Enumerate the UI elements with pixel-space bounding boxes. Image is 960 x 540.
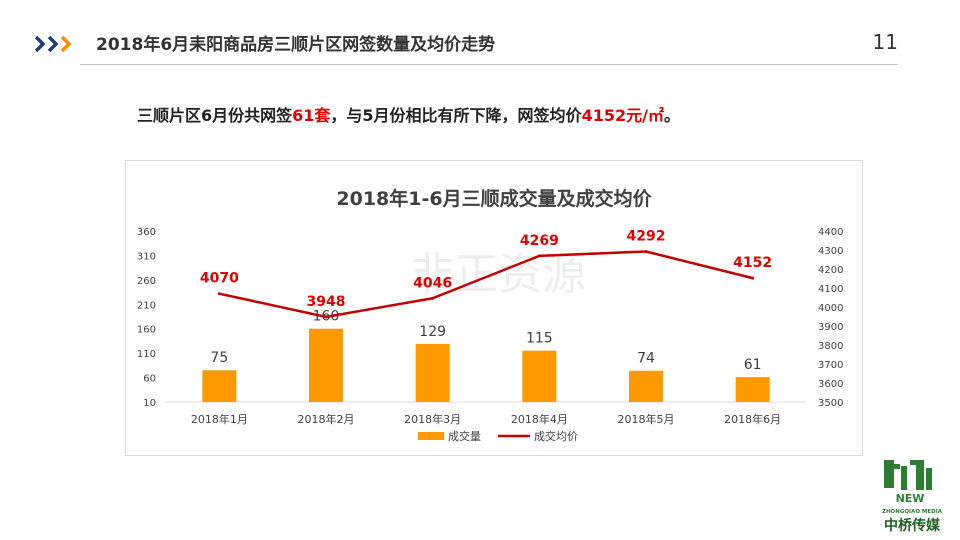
combo-chart: 非正资源 2018年1-6月三顺成交量及成交均价 10 60 110 160 210 26… [137,187,844,443]
x-tick-label: 2018年4月 [511,412,568,426]
bar [309,328,343,402]
bar-data-label: 129 [419,324,446,340]
bar [522,350,557,402]
price-data-label: 3948 [307,294,346,310]
price-data-label: 4152 [733,255,772,271]
y-right-tick-label: 3800 [818,341,843,352]
chart-watermark: 非正资源 [410,249,586,300]
bar-data-label: 74 [637,351,655,367]
bar [202,370,237,402]
price-data-label: 4046 [413,275,452,291]
bar-data-label: 61 [744,357,762,373]
price-data-label: 4269 [520,233,559,249]
summary-units-highlight: 61套 [292,106,331,125]
title-divider [80,64,898,65]
summary-part1: 三顺片区6月份共网签 [137,106,293,125]
zhongqiao-media-logo: NEW ZHONGQIAO MEDIA 中桥传媒 [882,460,943,534]
price-point [644,250,648,254]
x-tick-label: 2018年2月 [298,412,355,426]
y-left-tick-label: 360 [137,227,156,238]
price-point [217,292,221,296]
chart-title: 2018年1-6月三顺成交量及成交均价 [336,187,652,210]
y-right-tick-label: 3500 [818,398,843,409]
chevron-arrows-icon [34,35,72,53]
logo-new-text: NEW [896,492,925,505]
price-point [537,254,541,258]
price-point [431,296,435,300]
y-left-tick-label: 10 [143,398,156,409]
y-right-tick-label: 4400 [818,227,843,238]
summary-text: 三顺片区6月份共网签61套，与5月份相比有所下降，网签均价4152元/㎡。 [137,102,680,126]
legend-label-price: 成交均价 [534,429,578,443]
legend-label-volume: 成交量 [448,429,481,443]
y-left-tick-label: 110 [137,349,156,360]
price-data-label: 4292 [627,229,666,245]
x-tick-label: 2018年6月 [724,412,781,426]
bar-data-label: 75 [210,350,228,366]
price-data-label: 4070 [200,271,239,287]
y-left-tick-label: 260 [137,276,156,287]
logo-chinese-name: 中桥传媒 [884,517,941,534]
zq-emblem-icon [884,460,932,490]
logo-english-name: ZHONGQIAO MEDIA [882,509,943,515]
y-left-tick-label: 160 [137,325,156,336]
y-right-tick-label: 4200 [818,265,843,276]
bar [629,370,663,402]
y-right-tick-label: 4300 [818,246,843,257]
summary-part2: ，与5月份相比有所下降，网签均价 [330,106,582,125]
summary-part3: 。 [663,106,680,125]
y-left-tick-label: 60 [143,374,156,385]
x-tick-label: 2018年3月 [404,412,461,426]
bar [415,343,450,402]
x-tick-label: 2018年1月 [191,412,248,426]
price-line [219,250,753,319]
page-title: 2018年6月耒阳商品房三顺片区网签数量及均价走势 [96,35,496,55]
x-tick-label: 2018年5月 [618,412,675,426]
legend-swatch-volume [418,432,444,440]
chart-panel: 非正资源 2018年1-6月三顺成交量及成交均价 10 60 110 160 210 26… [125,160,863,456]
y-left-tick-label: 310 [137,251,156,262]
page-number: 11 [872,30,898,54]
bar-data-label: 115 [526,331,553,347]
summary-price-highlight: 4152元/㎡ [581,106,664,125]
y-right-tick-label: 4000 [818,303,843,314]
price-point [751,276,755,280]
y-right-tick-label: 3900 [818,322,843,333]
price-point [324,315,328,319]
y-left-tick-label: 210 [137,300,156,311]
bar [735,377,770,402]
y-right-tick-label: 3700 [818,360,843,371]
y-right-tick-label: 3600 [818,379,843,390]
y-right-tick-label: 4100 [818,284,843,295]
